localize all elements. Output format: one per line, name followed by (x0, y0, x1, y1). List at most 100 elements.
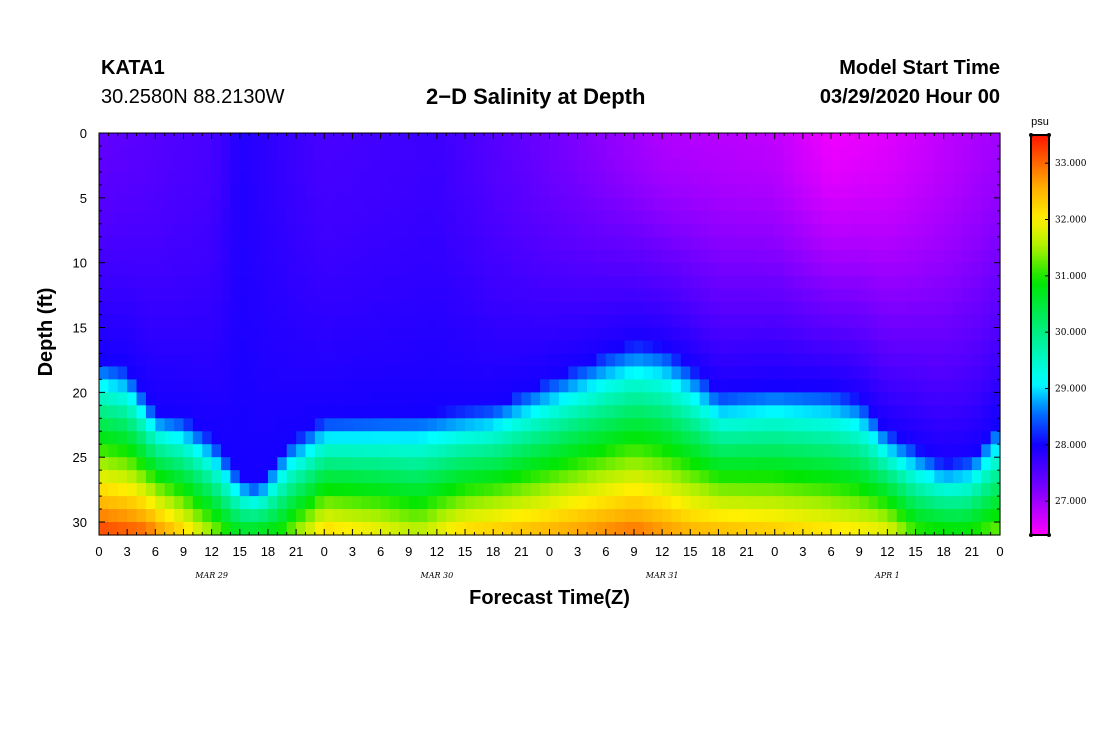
heatmap-cell (709, 288, 720, 303)
heatmap-cell (314, 288, 325, 303)
heatmap-cell (699, 171, 710, 186)
heatmap-cell (558, 171, 569, 186)
heatmap-cell (896, 301, 907, 316)
heatmap-cell (99, 431, 109, 445)
heatmap-cell (427, 431, 438, 445)
heatmap-cell (493, 509, 504, 523)
heatmap-cell (671, 171, 682, 186)
heatmap-cell (605, 496, 616, 510)
heatmap-cell (934, 223, 945, 238)
heatmap-cell (361, 301, 372, 316)
heatmap-cell (690, 444, 701, 458)
heatmap-cell (465, 340, 476, 355)
heatmap-cell (511, 431, 522, 445)
heatmap-cell (540, 483, 551, 497)
heatmap-cell (436, 366, 447, 380)
heatmap-cell (117, 275, 128, 290)
heatmap-cell (774, 483, 785, 497)
heatmap-cell (915, 145, 926, 160)
heatmap-cell (624, 197, 635, 212)
heatmap-cell (549, 133, 560, 147)
heatmap-cell (662, 133, 673, 147)
heatmap-cell (558, 197, 569, 212)
heatmap-cell (455, 340, 466, 355)
heatmap-cell (117, 249, 128, 264)
heatmap-cell (117, 223, 128, 238)
heatmap-cell (737, 366, 748, 380)
heatmap-cell (127, 405, 138, 419)
heatmap-cell (155, 210, 166, 225)
heatmap-cell (483, 171, 494, 186)
heatmap-cell (418, 366, 429, 380)
heatmap-cell (202, 249, 213, 264)
heatmap-cell (558, 210, 569, 225)
heatmap-cell (202, 522, 213, 536)
heatmap-cell (211, 210, 222, 225)
heatmap-cell (868, 249, 879, 264)
heatmap-cell (868, 314, 879, 329)
heatmap-cell (709, 366, 720, 380)
heatmap-cell (699, 262, 710, 277)
heatmap-cell (239, 470, 250, 484)
heatmap-cell (239, 288, 250, 303)
heatmap-cell (117, 197, 128, 212)
heatmap-cell (99, 262, 109, 277)
heatmap-cell (511, 340, 522, 355)
heatmap-cell (924, 301, 935, 316)
heatmap-cell (990, 418, 1001, 432)
heatmap-cell (981, 340, 992, 355)
heatmap-cell (221, 366, 231, 380)
heatmap-cell (427, 522, 438, 536)
heatmap-cell (483, 249, 494, 264)
heatmap-cell (343, 275, 354, 290)
heatmap-cell (943, 236, 954, 251)
heatmap-cell (399, 496, 410, 510)
heatmap-cell (652, 340, 663, 355)
heatmap-cell (436, 171, 447, 186)
heatmap-cell (934, 353, 945, 368)
heatmap-cell (699, 470, 710, 484)
heatmap-cell (793, 197, 804, 212)
heatmap-cell (221, 431, 231, 445)
heatmap-cell (915, 301, 926, 316)
heatmap-cell (859, 288, 870, 303)
heatmap-cell (821, 210, 832, 225)
heatmap-cell (906, 444, 917, 458)
heatmap-cell (324, 457, 335, 471)
heatmap-cell (624, 314, 635, 329)
heatmap-cell (418, 158, 429, 173)
heatmap-cell (202, 301, 213, 316)
heatmap-cell (549, 223, 560, 238)
heatmap-cell (671, 340, 682, 355)
heatmap-cell (277, 392, 288, 406)
heatmap-cell (924, 457, 935, 471)
heatmap-cell (296, 314, 307, 329)
heatmap-cell (530, 301, 541, 316)
heatmap-cell (455, 210, 466, 225)
heatmap-cell (577, 301, 588, 316)
colorbar-tick-label: 32.000 (1055, 216, 1087, 226)
heatmap-cell (117, 262, 128, 277)
heatmap-cell (596, 288, 607, 303)
heatmap-cell (662, 405, 673, 419)
heatmap-cell (577, 340, 588, 355)
heatmap-cell (680, 340, 691, 355)
heatmap-cell (793, 496, 804, 510)
heatmap-cell (221, 418, 231, 432)
heatmap-cell (643, 431, 654, 445)
heatmap-cell (859, 301, 870, 316)
heatmap-cell (530, 340, 541, 355)
heatmap-cell (624, 509, 635, 523)
heatmap-cell (483, 522, 494, 536)
heatmap-cell (633, 236, 644, 251)
heatmap-cell (465, 249, 476, 264)
heatmap-cell (455, 379, 466, 393)
heatmap-cell (305, 470, 316, 484)
heatmap-cell (643, 470, 654, 484)
heatmap-cell (418, 379, 429, 393)
heatmap-cell (540, 340, 551, 355)
heatmap-cell (981, 288, 992, 303)
heatmap-cell (277, 418, 288, 432)
heatmap-cell (230, 197, 241, 212)
heatmap-cell (671, 249, 682, 264)
